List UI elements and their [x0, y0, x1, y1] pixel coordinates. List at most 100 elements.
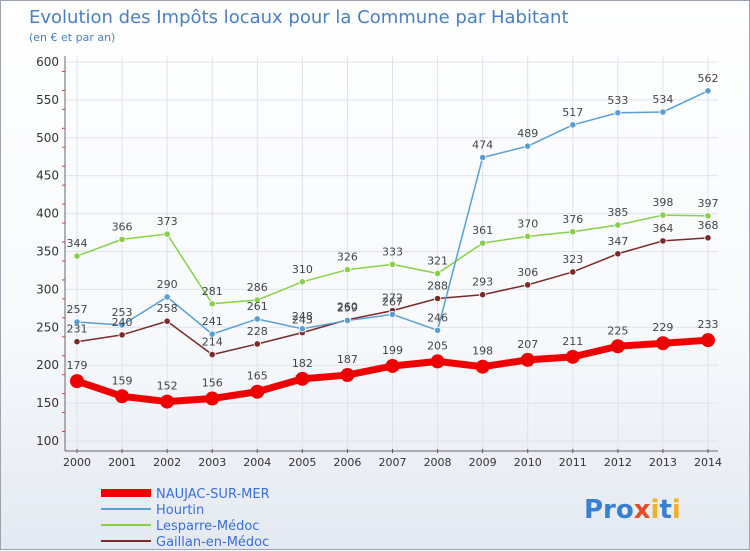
data-point — [701, 333, 715, 348]
data-label: 376 — [562, 213, 583, 226]
data-label: 261 — [247, 300, 268, 313]
data-label: 253 — [112, 306, 133, 319]
data-label: 517 — [562, 106, 583, 119]
data-label: 370 — [517, 217, 538, 230]
data-label: 199 — [382, 344, 403, 357]
y-tick-label: 500 — [36, 131, 59, 145]
data-label: 385 — [607, 206, 628, 219]
data-label: 474 — [472, 139, 493, 152]
axes: 100 150 200 250 300 350 400 450 500 550 600 2000 200… — [36, 55, 722, 469]
data-point — [610, 339, 625, 354]
y-tick-label: 350 — [36, 245, 59, 259]
data-point — [298, 325, 306, 333]
data-label: 246 — [427, 311, 448, 324]
legend-label: Hourtin — [156, 503, 204, 518]
data-point — [388, 260, 397, 268]
data-point — [565, 349, 580, 364]
data-label: 159 — [112, 374, 133, 387]
data-label: 306 — [517, 266, 538, 279]
data-label: 321 — [427, 254, 448, 267]
x-tick-label: 2005 — [288, 456, 316, 469]
x-tick-label: 2009 — [469, 456, 497, 469]
proxiti-logo: Proxiti — [584, 495, 681, 525]
legend-label: NAUJAC-SUR-MER — [156, 487, 270, 502]
data-label: 366 — [112, 220, 133, 233]
data-point — [614, 221, 622, 229]
chart-title: Evolution des Impôts locaux pour la Comm… — [29, 7, 569, 28]
x-tick-label: 2010 — [514, 456, 542, 469]
x-tick-label: 2000 — [63, 456, 91, 469]
y-tick-label: 450 — [36, 169, 59, 183]
data-point — [479, 291, 487, 299]
data-point — [208, 300, 216, 308]
data-label: 156 — [202, 377, 223, 390]
data-label: 179 — [67, 359, 88, 372]
data-label: 187 — [337, 353, 358, 366]
data-label: 534 — [652, 93, 673, 106]
data-point — [388, 310, 397, 319]
data-label: 323 — [562, 253, 583, 266]
data-label: 288 — [427, 279, 448, 292]
data-point — [614, 250, 622, 258]
legend-label: Gaillan-en-Médoc — [156, 535, 269, 550]
data-label: 259 — [337, 301, 358, 314]
data-point — [524, 281, 532, 289]
data-point — [524, 142, 532, 150]
data-label: 368 — [698, 219, 719, 232]
data-label: 260 — [337, 301, 358, 314]
data-point — [70, 374, 84, 389]
data-label: 344 — [67, 237, 88, 250]
data-label: 293 — [472, 276, 493, 289]
x-tick-label: 2002 — [153, 456, 181, 469]
y-tick-label: 400 — [36, 207, 59, 221]
data-point — [343, 316, 352, 325]
data-point — [524, 232, 532, 240]
data-point — [569, 268, 577, 276]
data-label: 267 — [382, 295, 403, 308]
data-label: 562 — [698, 72, 719, 85]
data-label: 165 — [247, 370, 268, 383]
data-label: 233 — [698, 318, 719, 331]
data-point — [253, 296, 261, 304]
y-tick-label: 600 — [36, 55, 59, 69]
chart-subtitle: (en € et par an) — [29, 31, 115, 44]
y-tick-label: 300 — [36, 282, 59, 296]
data-point — [295, 371, 310, 386]
data-point — [475, 359, 490, 374]
data-point — [340, 368, 355, 383]
x-tick-label: 2012 — [604, 456, 632, 469]
x-tick-label: 2003 — [198, 456, 226, 469]
data-label: 231 — [67, 323, 88, 336]
data-label: 205 — [427, 339, 448, 352]
data-label: 272 — [382, 292, 403, 305]
data-point — [73, 318, 81, 326]
legend-label: Lesparre-Médoc — [156, 519, 259, 534]
data-point — [479, 153, 487, 162]
y-tick-label: 200 — [36, 358, 59, 372]
data-label: 241 — [202, 315, 223, 328]
data-point — [704, 212, 712, 220]
data-point — [118, 321, 126, 329]
data-point — [253, 315, 261, 323]
y-tick-label: 550 — [36, 93, 59, 107]
data-point — [73, 338, 81, 346]
data-label: 225 — [607, 324, 628, 337]
data-point — [433, 326, 442, 334]
x-tick-label: 2008 — [424, 456, 452, 469]
data-point — [655, 336, 670, 351]
data-labels: 179 159 152 156 165 182 187 199 205 198 207 211 225 2… — [67, 72, 719, 393]
data-point — [208, 350, 216, 359]
legend: NAUJAC-SUR-MERHourtinLesparre-MédocGaill… — [101, 487, 270, 550]
data-label: 286 — [247, 281, 268, 294]
data-label: 333 — [382, 245, 403, 258]
data-point — [569, 121, 577, 129]
data-point — [385, 358, 400, 373]
data-label: 281 — [202, 285, 223, 298]
data-label: 258 — [157, 302, 178, 315]
data-label: 214 — [202, 336, 223, 349]
data-label: 243 — [292, 314, 313, 327]
data-label: 489 — [517, 127, 538, 140]
y-tick-label: 100 — [36, 434, 59, 448]
x-tick-label: 2011 — [559, 456, 587, 469]
